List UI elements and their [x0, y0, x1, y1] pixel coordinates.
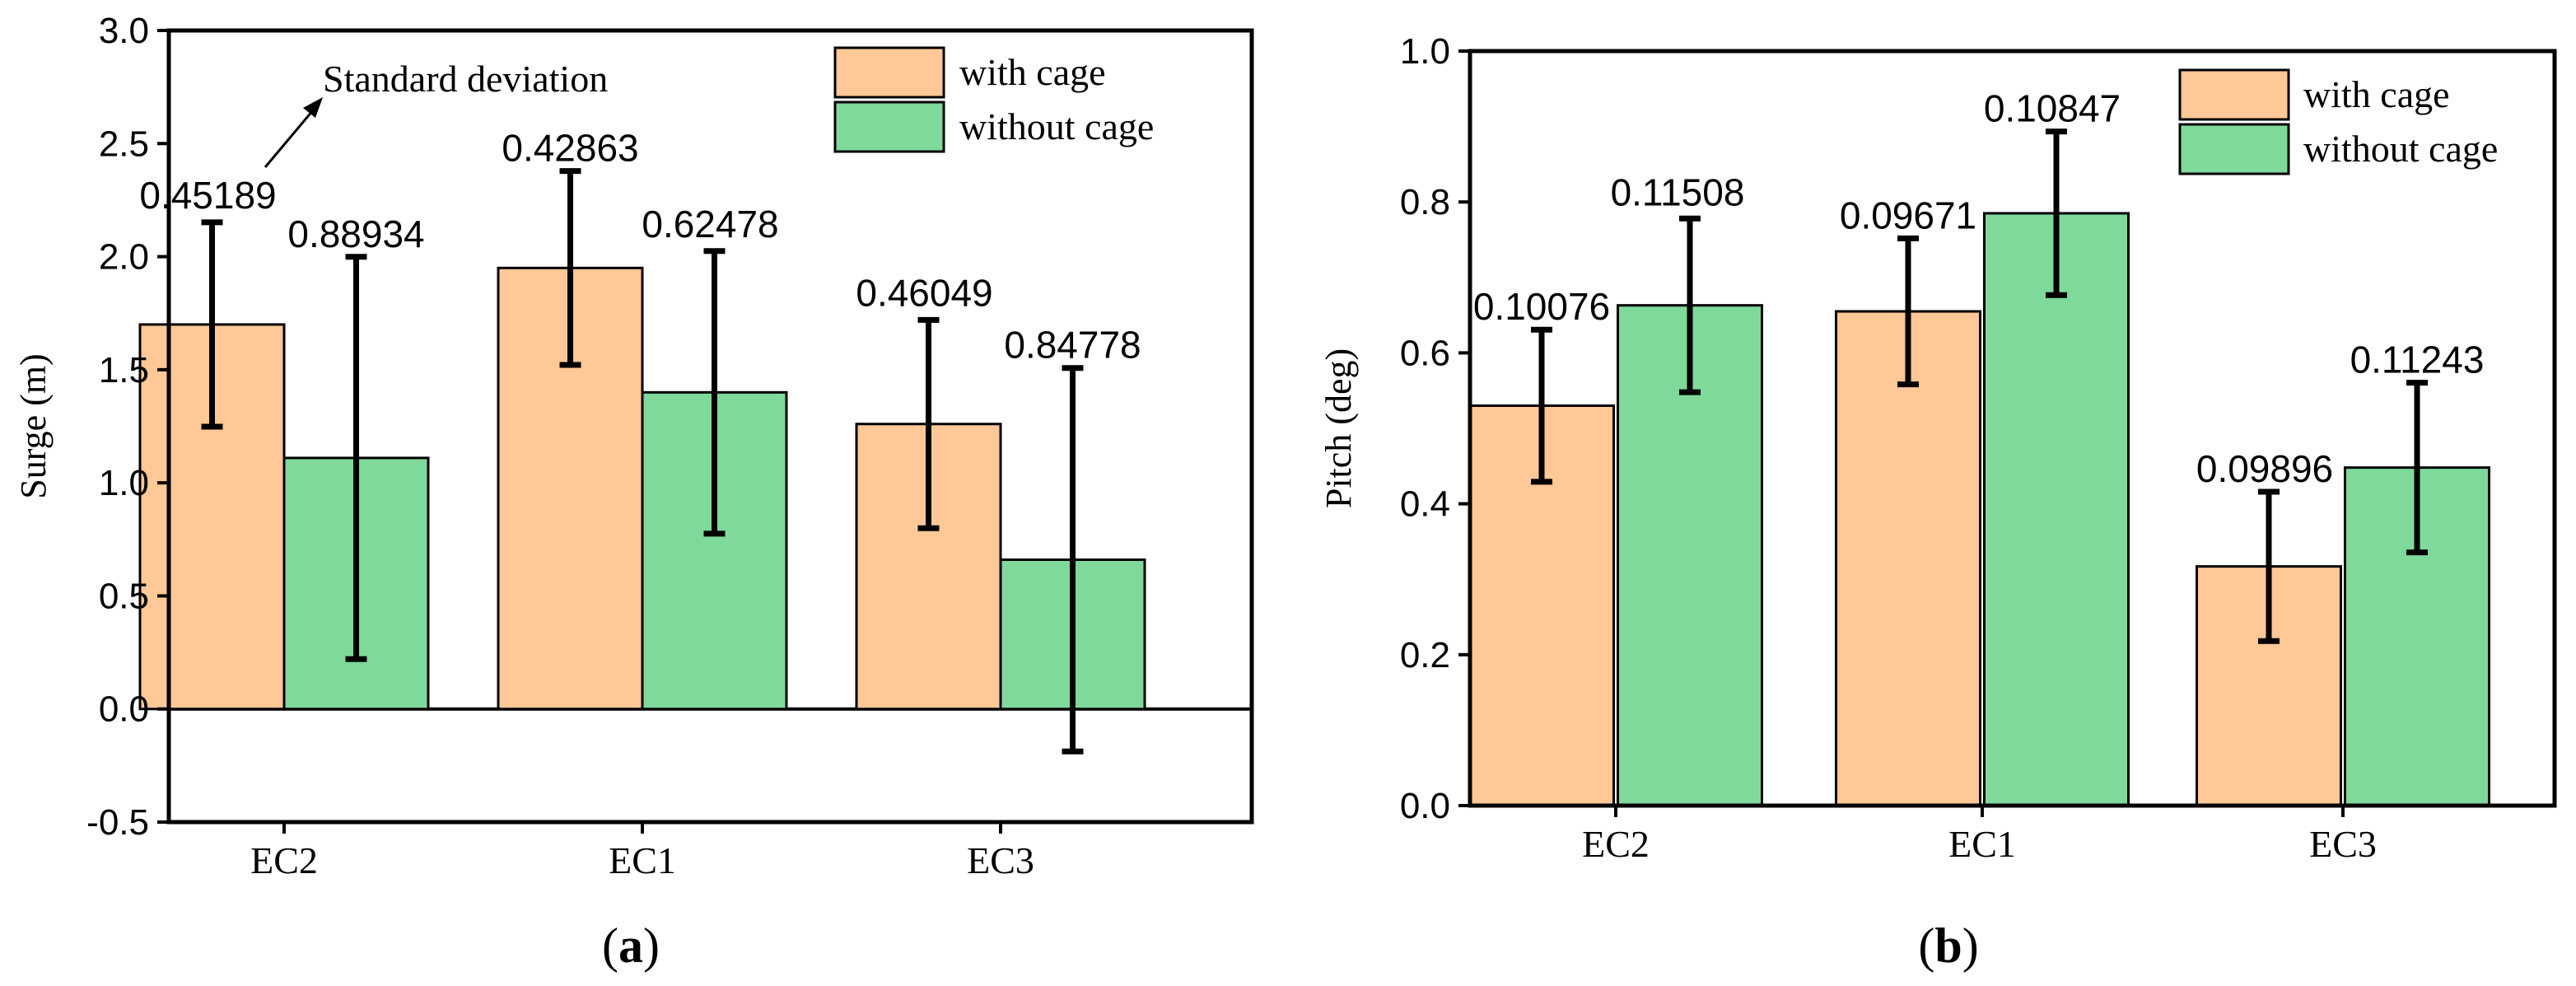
error-label-without-cage-ec3: 0.11243	[2350, 339, 2485, 381]
y-axis-label: Pitch (deg)	[1318, 348, 1359, 508]
legend-swatch-without-cage	[833, 100, 945, 153]
legend-label-with-cage: with cage	[2303, 73, 2450, 115]
error-label-with-cage-ec2: 0.45189	[139, 174, 276, 217]
y-tick-label: 0.0	[99, 689, 149, 730]
y-tick-label: 0.0	[1400, 786, 1450, 826]
y-tick-label: 0.2	[1400, 635, 1450, 675]
y-tick-label: 0.6	[1400, 333, 1450, 373]
x-tick-label-ec3: EC3	[967, 839, 1034, 881]
x-tick-label-ec2: EC2	[1582, 823, 1650, 865]
bar-with-cage-ec1	[1835, 310, 1981, 807]
y-tick-label: 0.4	[1400, 484, 1450, 525]
error-label-without-cage-ec3: 0.84778	[1004, 324, 1141, 367]
plot-frame	[1468, 49, 2557, 808]
y-tick-label: 0.8	[1400, 182, 1450, 222]
annotation-arrow-head	[303, 97, 323, 118]
annotation-arrow-line	[264, 105, 319, 168]
plot-frame	[166, 28, 1254, 825]
legend-label-without-cage: without cage	[959, 105, 1154, 147]
error-label-with-cage-ec3: 0.09896	[2196, 447, 2333, 490]
error-label-with-cage-ec3: 0.46049	[856, 271, 992, 314]
error-label-without-cage-ec2: 0.88934	[287, 213, 424, 255]
bar-without-cage-ec1	[1983, 212, 2130, 807]
error-label-without-cage-ec2: 0.11508	[1611, 171, 1745, 213]
chart-surge: 0.45189 0.42863 0.46049 0.88934 0.62478 0.847…	[13, 11, 1254, 881]
annotation-text: Standard deviation	[323, 58, 608, 100]
y-tick-label: 1.0	[1400, 31, 1450, 72]
chart-pitch: 0.10076 0.09671 0.09896 0.11508 0.10847 0.112…	[1318, 31, 2557, 865]
y-tick-label: 2.5	[99, 124, 149, 164]
x-tick-label-ec1: EC1	[609, 839, 676, 881]
legend-label-with-cage: with cage	[959, 51, 1106, 93]
error-label-without-cage-ec1: 0.10847	[1984, 87, 2121, 130]
panel-label-b: (b)	[1918, 918, 1978, 973]
legend-swatch-with-cage	[833, 46, 945, 99]
x-tick-label-ec3: EC3	[2309, 823, 2377, 865]
y-tick-label: 2.0	[99, 237, 149, 278]
legend-swatch-without-cage	[2178, 123, 2290, 175]
y-axis-label: Surge (m)	[13, 353, 54, 498]
x-tick-label-ec2: EC2	[250, 839, 318, 881]
y-tick-label: -0.5	[86, 802, 149, 843]
legend-label-without-cage: without cage	[2303, 128, 2498, 170]
error-label-without-cage-ec1: 0.62478	[642, 203, 778, 245]
legend-swatch-with-cage	[2178, 68, 2290, 121]
error-label-with-cage-ec1: 0.42863	[502, 127, 638, 170]
x-tick-label-ec1: EC1	[1948, 823, 2016, 865]
y-tick-label: 3.0	[99, 11, 149, 51]
y-tick-label: 1.5	[99, 350, 149, 390]
panel-label-a: (a)	[602, 918, 660, 973]
error-label-with-cage-ec1: 0.09671	[1840, 194, 1976, 236]
error-label-with-cage-ec2: 0.10076	[1473, 285, 1610, 328]
y-tick-label: 0.5	[99, 576, 149, 616]
y-tick-label: 1.0	[99, 463, 149, 503]
